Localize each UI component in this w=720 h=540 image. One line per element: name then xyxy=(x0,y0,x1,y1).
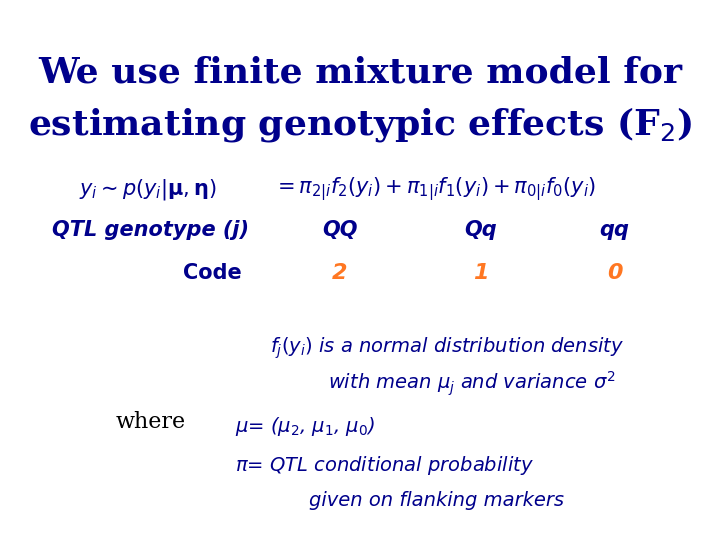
Text: Code: Code xyxy=(183,264,242,284)
Text: 2: 2 xyxy=(332,264,348,284)
Text: with mean $\mu_j$ and variance $\sigma^2$: with mean $\mu_j$ and variance $\sigma^2… xyxy=(328,369,616,397)
Text: $= \pi_{2|i}f_2(y_i) + \pi_{1|i}f_1(y_i) + \pi_{0|i}f_0(y_i)$: $= \pi_{2|i}f_2(y_i) + \pi_{1|i}f_1(y_i)… xyxy=(273,176,596,204)
Text: $y_i \sim p(y_i|\mathbf{\mu},\mathbf{\eta})$: $y_i \sim p(y_i|\mathbf{\mu},\mathbf{\et… xyxy=(78,177,217,202)
Text: where: where xyxy=(115,411,186,433)
Text: Qq: Qq xyxy=(464,220,497,240)
Text: $f_j(y_i)$ is a normal distribution density: $f_j(y_i)$ is a normal distribution dens… xyxy=(270,336,625,361)
Text: We use finite mixture model for: We use finite mixture model for xyxy=(38,56,682,90)
Text: 0: 0 xyxy=(607,264,622,284)
Text: QTL genotype (j): QTL genotype (j) xyxy=(52,220,249,240)
Text: QQ: QQ xyxy=(322,220,358,240)
Text: estimating genotypic effects (F$_2$): estimating genotypic effects (F$_2$) xyxy=(28,105,692,144)
Text: $\mu$= ($\mu_2$, $\mu_1$, $\mu_0$): $\mu$= ($\mu_2$, $\mu_1$, $\mu_0$) xyxy=(235,415,375,438)
Text: given on flanking markers: given on flanking markers xyxy=(309,491,564,510)
Text: 1: 1 xyxy=(473,264,488,284)
Text: qq: qq xyxy=(600,220,629,240)
Text: $\pi$= QTL conditional probability: $\pi$= QTL conditional probability xyxy=(235,454,534,477)
